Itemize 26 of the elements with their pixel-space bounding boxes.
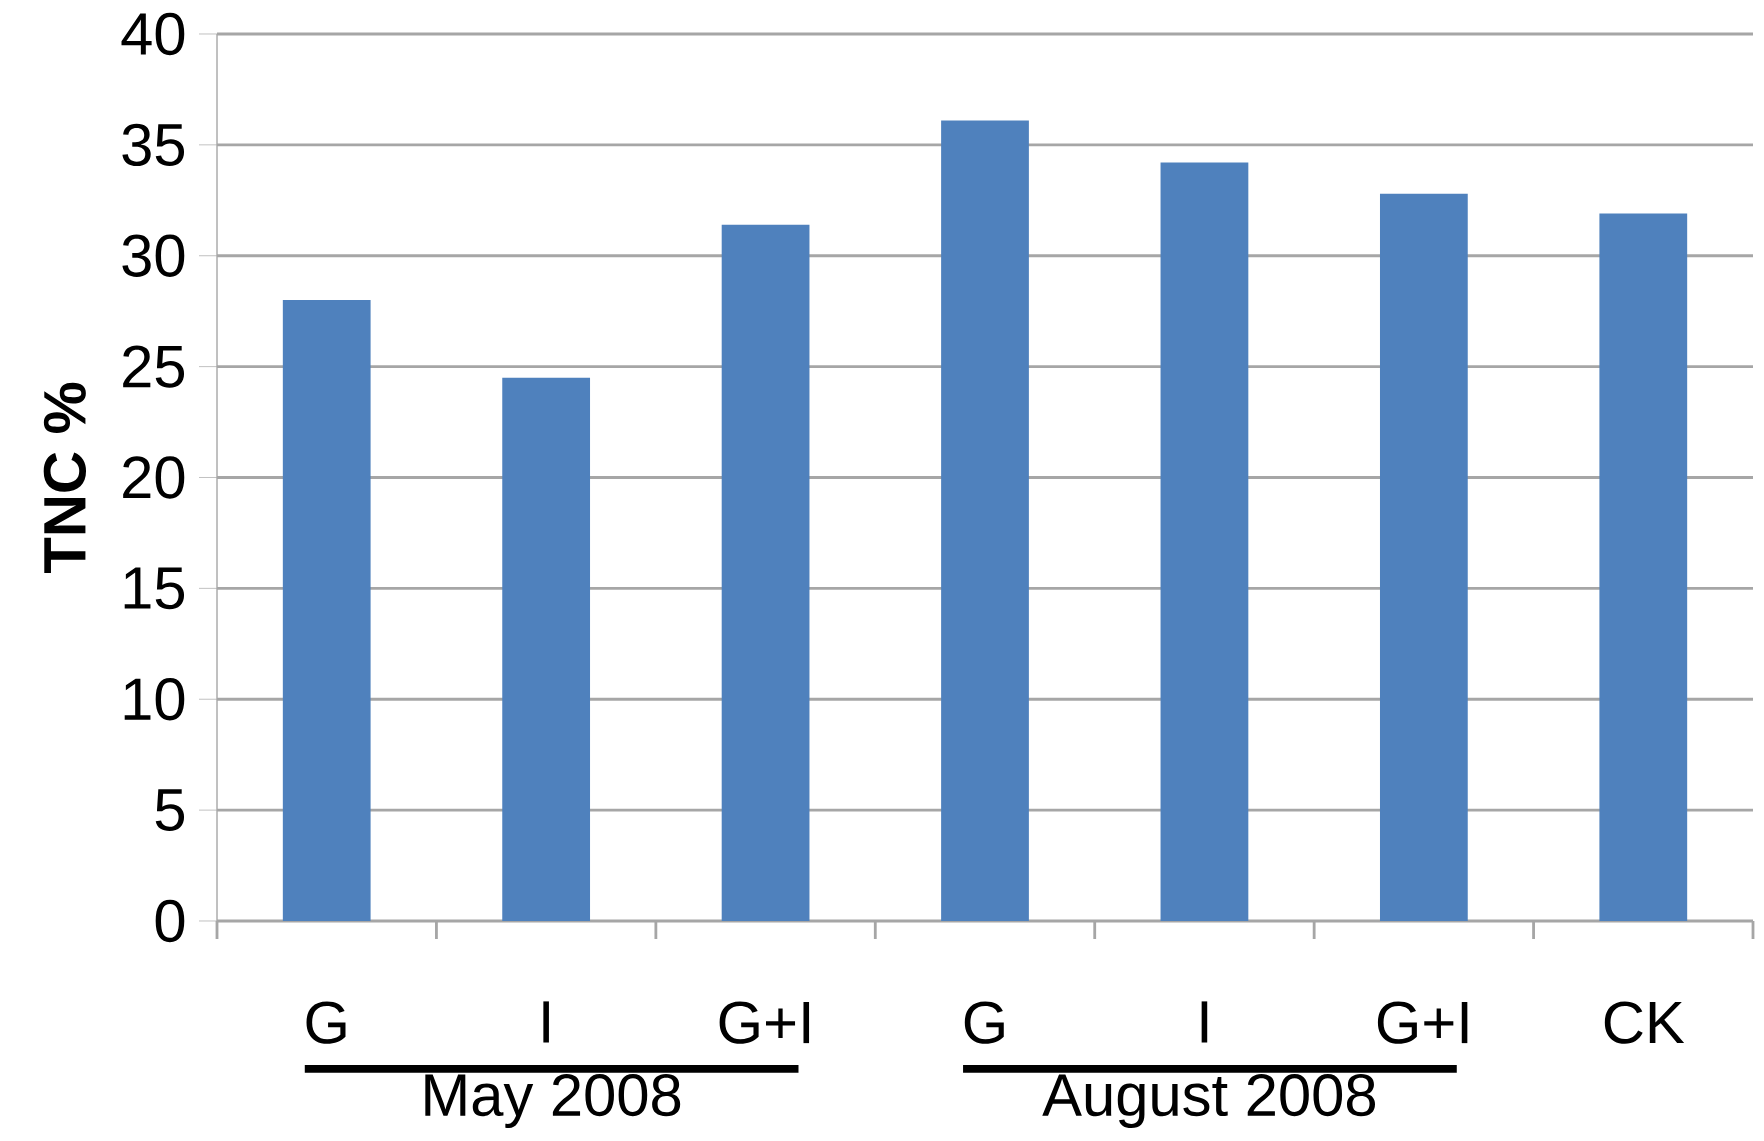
y-axis-title: TNC % [43, 382, 87, 574]
bar [1599, 213, 1688, 921]
y-tick-label: 40 [121, 12, 185, 56]
x-tick-label: G [306, 1001, 346, 1044]
text: May 2008 [425, 1073, 681, 1129]
x-tick-label: I [543, 1001, 549, 1043]
x-tick-label: G+I [1377, 1001, 1468, 1044]
bar [1379, 193, 1468, 921]
bar [1160, 162, 1249, 921]
x-tick-label: CK [1604, 1001, 1685, 1044]
x-tick-label: G [964, 1001, 1004, 1044]
bar [941, 120, 1029, 921]
x-tick-label: G+I [719, 1001, 810, 1044]
bar [721, 224, 810, 921]
y-tick-label: 15 [124, 567, 185, 610]
y-tick-label: 5 [155, 789, 185, 831]
bar [282, 300, 371, 921]
y-tick-label: 0 [155, 899, 185, 943]
y-tick-label: 30 [122, 234, 185, 277]
bar [502, 377, 591, 921]
y-tick-label: 10 [124, 678, 185, 721]
y-tick-label: 35 [122, 123, 185, 167]
y-tick-label: 25 [123, 345, 185, 388]
x-tick-label: I [1201, 1001, 1208, 1043]
text: August 2008 [1042, 1073, 1376, 1129]
y-tick-label: 20 [123, 456, 185, 499]
